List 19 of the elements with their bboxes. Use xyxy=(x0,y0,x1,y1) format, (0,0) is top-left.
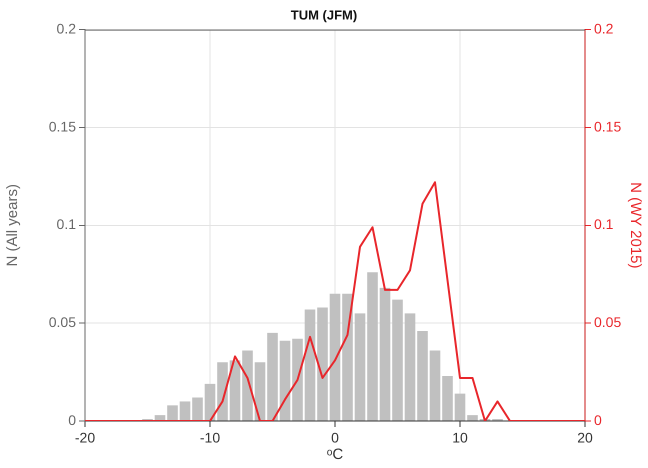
x-tick-label: 10 xyxy=(452,429,468,446)
x-tick-label: -10 xyxy=(200,429,220,446)
y2-tick-label: 0.15 xyxy=(594,118,622,134)
y2-tick-label: 0.1 xyxy=(594,216,614,232)
x-tick-label: 0 xyxy=(331,429,340,446)
y2-tick-label: 0.05 xyxy=(594,314,622,330)
x-axis-title: ᵒC xyxy=(326,446,344,464)
x-tick-label: 20 xyxy=(577,429,593,446)
y-tick-label: 0.1 xyxy=(56,216,76,232)
y2-tick-label: 0 xyxy=(594,412,602,428)
y2-tick-label: 0.2 xyxy=(594,20,614,36)
y-axis-title: N (All years) xyxy=(4,184,22,267)
chart-title: TUM (JFM) xyxy=(290,7,358,22)
y-tick-label: 0.2 xyxy=(56,20,76,36)
y2-axis-title: N (WY 2015) xyxy=(626,182,644,269)
x-tick-label: -20 xyxy=(74,429,96,446)
y-tick-label: 0 xyxy=(68,412,76,428)
y-tick-label: 0.15 xyxy=(48,118,76,134)
y-tick-label: 0.05 xyxy=(48,314,76,330)
